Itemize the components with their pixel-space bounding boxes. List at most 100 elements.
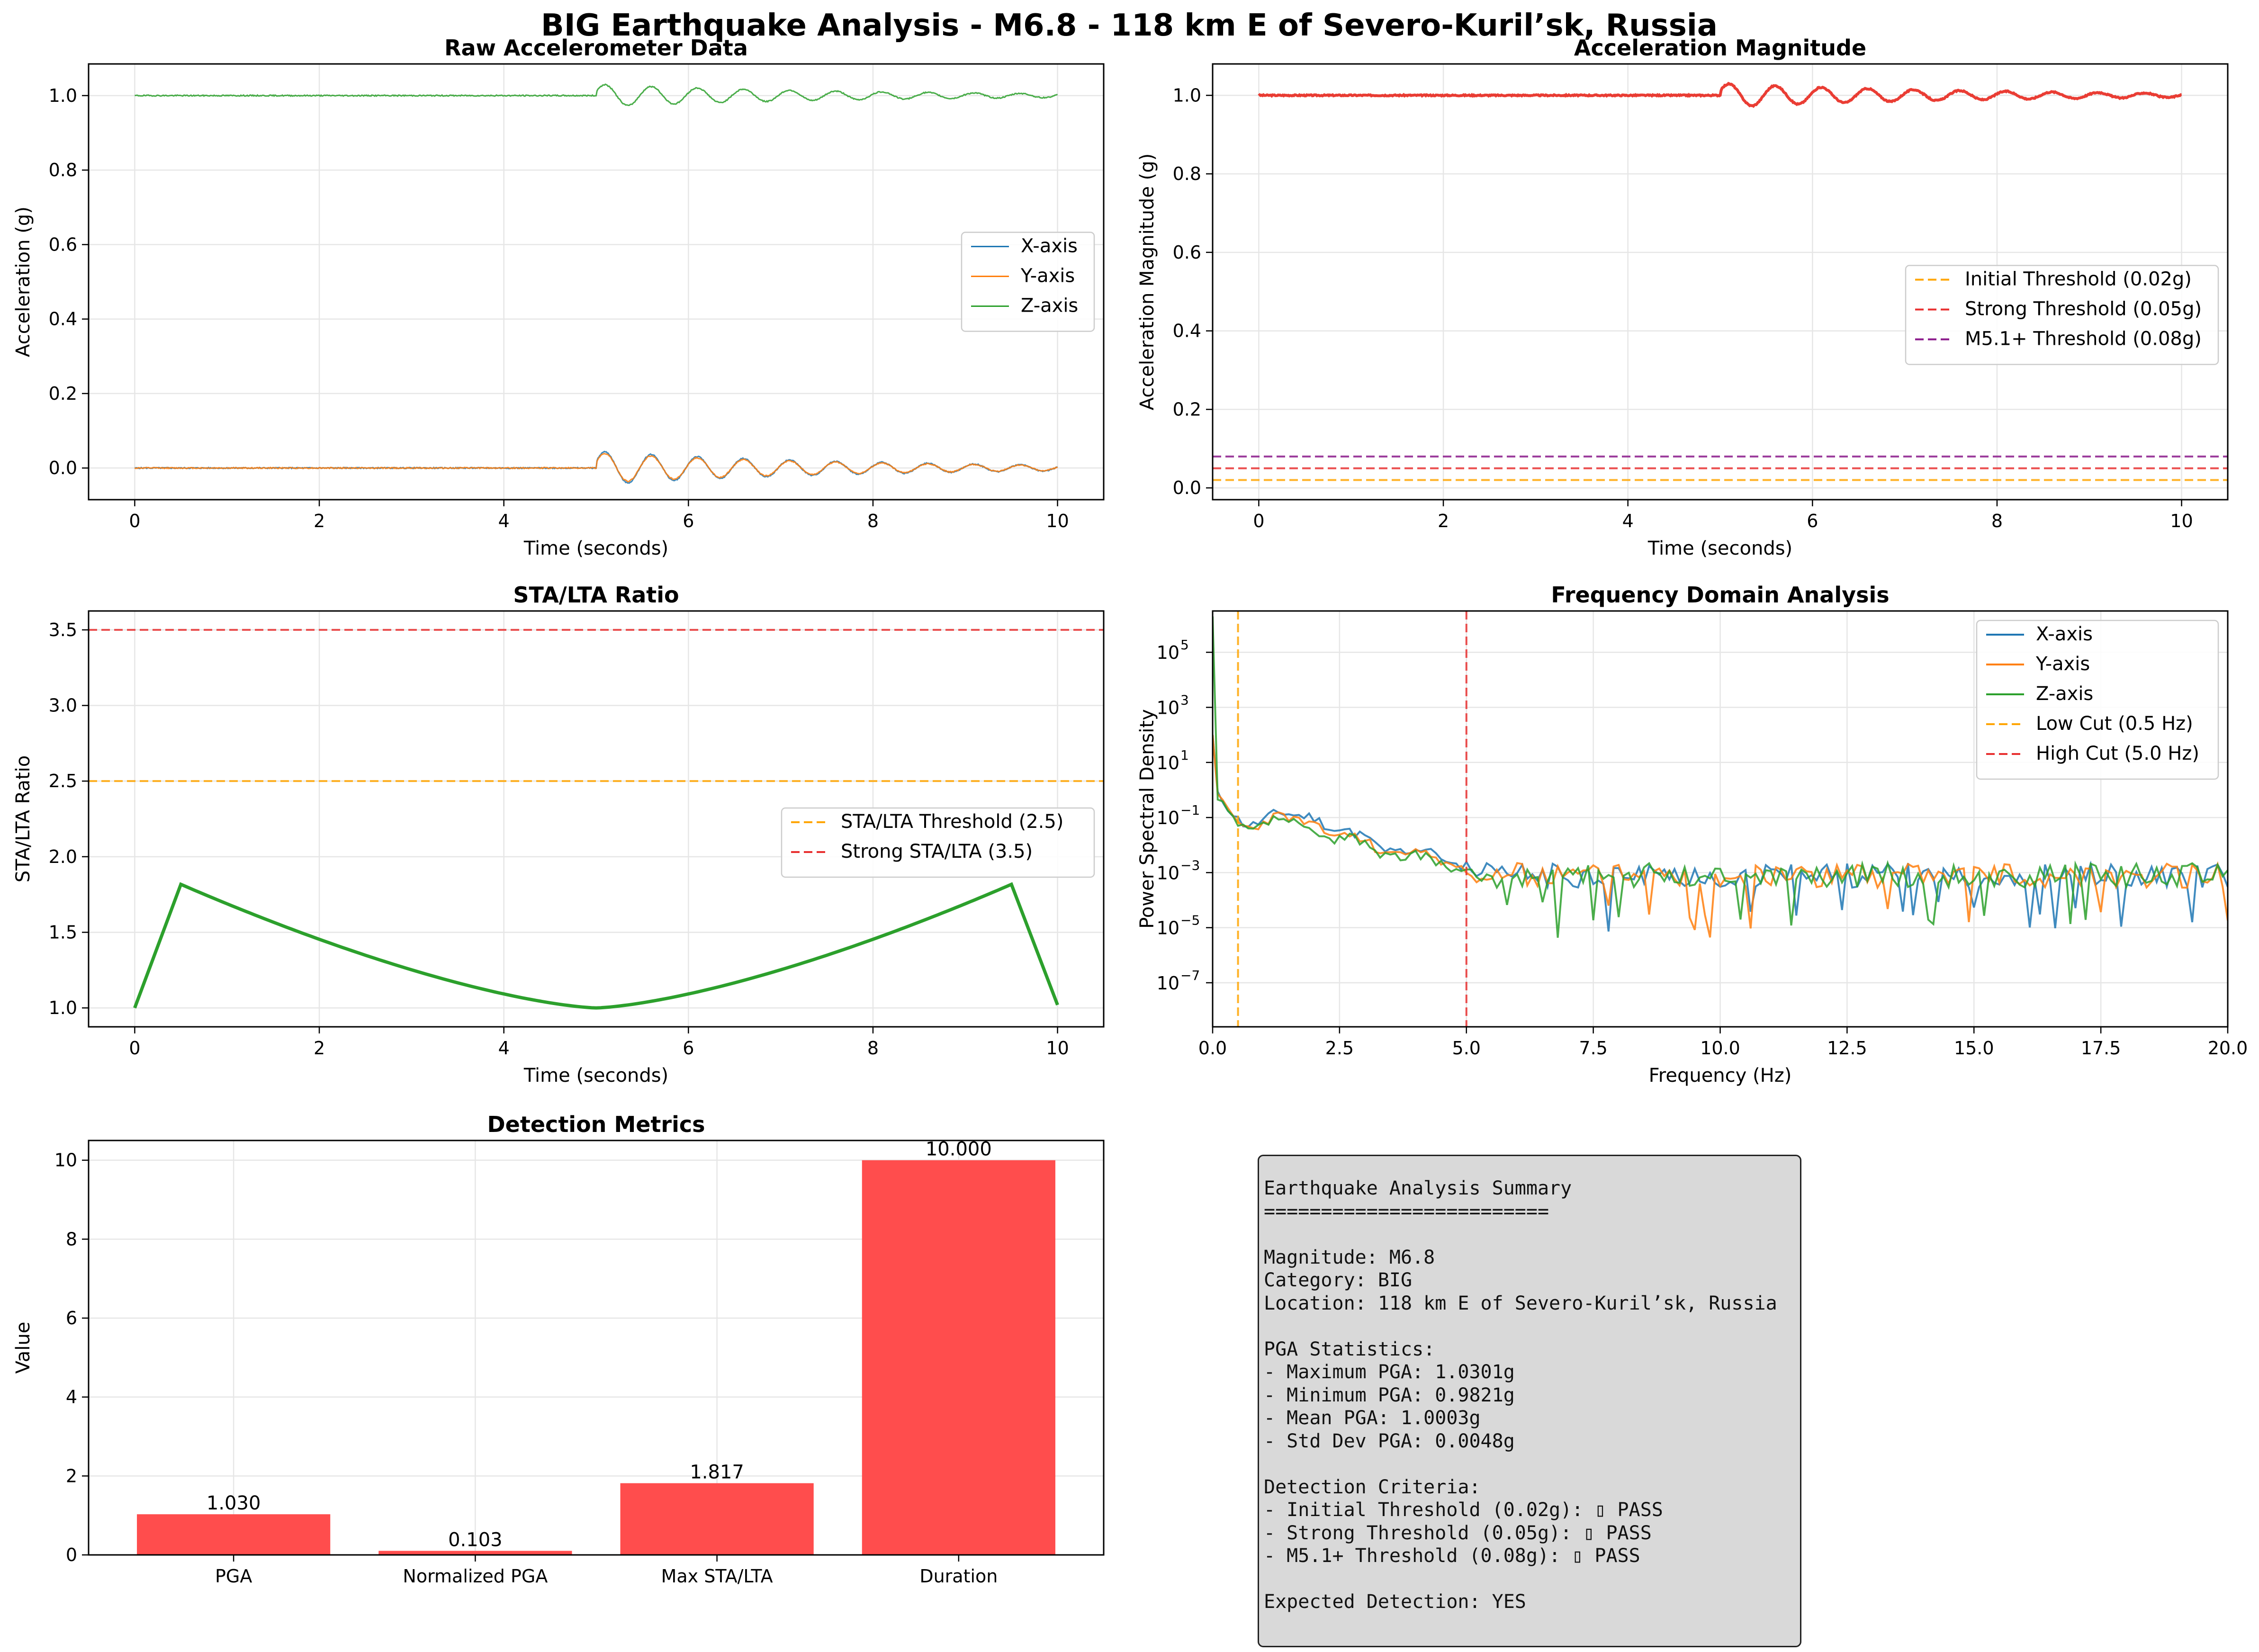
bar-value-label: 0.103	[448, 1529, 503, 1551]
summary-line: - Initial Threshold (0.02g): ▯ PASS	[1264, 1499, 1663, 1521]
y-tick-label: 0.4	[49, 309, 77, 330]
plot-frame	[88, 1140, 1105, 1556]
summary-line: - Strong Threshold (0.05g): ▯ PASS	[1264, 1522, 1652, 1544]
legend-entry: Strong Threshold (0.05g)	[1965, 298, 2202, 320]
y-tick-label: 3.0	[49, 695, 77, 716]
x-tick-label: 8	[867, 1038, 879, 1059]
legend-entry: Initial Threshold (0.02g)	[1965, 269, 2192, 290]
legend-entry: Strong STA/LTA (3.5)	[841, 841, 1033, 862]
x-tick-label: 0.0	[1198, 1038, 1227, 1059]
legend-entry: High Cut (5.0 Hz)	[2036, 743, 2199, 764]
legend-entry: Z-axis	[2036, 683, 2093, 705]
y-tick-label: 1.5	[49, 922, 77, 943]
y-axis-label: STA/LTA Ratio	[12, 755, 34, 882]
legend-entry: Y-axis	[1020, 265, 1075, 287]
y-axis-label: Acceleration Magnitude (g)	[1136, 153, 1158, 411]
summary-line	[1264, 1223, 1800, 1246]
x-tick-label: 7.5	[1579, 1038, 1607, 1059]
y-tick-exponent: −1	[1180, 802, 1200, 818]
sta-lta-line	[133, 882, 1059, 1010]
x-tick-label: 6	[1807, 511, 1818, 531]
plot-area	[1213, 81, 2228, 481]
bar-value-label: 1.030	[207, 1492, 261, 1514]
psd-line-z-axis	[1213, 616, 2228, 938]
chart-title: Acceleration Magnitude	[1574, 35, 1866, 61]
summary-line: Expected Detection: YES	[1264, 1591, 1526, 1613]
chart-acceleration-magnitude: Acceleration Magnitude Time (seconds) Acce…	[1136, 35, 2229, 559]
y-tick-exponent: −3	[1180, 857, 1200, 873]
plot-area	[134, 83, 1058, 484]
series-line-y-axis	[134, 453, 1058, 483]
legend-entry: Low Cut (0.5 Hz)	[2036, 713, 2193, 735]
bar-duration	[862, 1160, 1055, 1555]
y-tick-label: 3.5	[49, 620, 77, 640]
chart-title: Frequency Domain Analysis	[1551, 582, 1889, 608]
summary-line: PGA Statistics:	[1264, 1338, 1435, 1360]
x-tick-label: 0	[1253, 511, 1264, 531]
summary-line: Location: 118 km E of Severo-Kuril’sk, R…	[1264, 1292, 1777, 1314]
y-tick-label: 2	[66, 1465, 77, 1486]
x-tick-label: 2.5	[1325, 1038, 1354, 1059]
x-tick-label: 10	[2170, 511, 2193, 531]
y-tick-label: 1.0	[49, 997, 77, 1018]
y-tick-label: 10	[1157, 973, 1179, 994]
y-tick-exponent: 5	[1180, 637, 1189, 653]
y-tick-label: 2.5	[49, 771, 77, 791]
y-tick-label: 0.0	[49, 458, 77, 478]
summary-line: - M5.1+ Threshold (0.08g): ▯ PASS	[1264, 1545, 1640, 1567]
x-axis-label: Frequency (Hz)	[1649, 1065, 1792, 1086]
y-tick-label: 10	[1157, 642, 1179, 663]
legend-entry: X-axis	[1021, 235, 1078, 257]
x-tick-label: 8	[867, 511, 879, 531]
y-tick-label: 10	[1157, 698, 1179, 718]
bar-max-sta-lta	[620, 1483, 814, 1555]
magnitude-line	[1258, 81, 2182, 108]
legend-entry: M5.1+ Threshold (0.08g)	[1965, 328, 2202, 350]
y-tick-label: 0.2	[1173, 399, 1201, 420]
summary-line: - Maximum PGA: 1.0301g	[1264, 1361, 1515, 1383]
x-axis-label: Time (seconds)	[523, 538, 668, 559]
x-tick-label: 12.5	[1827, 1038, 1867, 1059]
plot-frame	[88, 63, 1105, 501]
y-tick-label: 10	[54, 1150, 77, 1171]
y-tick-label: 10	[1157, 753, 1179, 773]
chart-title: STA/LTA Ratio	[513, 582, 679, 608]
bar-pga	[137, 1514, 331, 1555]
summary-line: Category: BIG	[1264, 1269, 1413, 1291]
y-axis-label: Power Spectral Density	[1136, 709, 1158, 929]
legend-frame	[781, 807, 1095, 878]
y-tick-label: 0.8	[49, 160, 77, 180]
x-tick-label: 4	[498, 1038, 510, 1059]
chart-title: Raw Accelerometer Data	[444, 35, 748, 61]
y-tick-label: 0.6	[1173, 242, 1201, 263]
summary-line	[1264, 1315, 1800, 1338]
y-tick-exponent: 3	[1180, 692, 1189, 708]
summary-box: Earthquake Analysis Summary =============…	[1258, 1155, 1801, 1647]
x-tick-label: 5.0	[1452, 1038, 1481, 1059]
y-tick-exponent: 1	[1180, 747, 1189, 763]
series-line-z-axis	[135, 83, 1058, 107]
x-tick-label: 10	[1046, 511, 1069, 531]
summary-line	[1264, 1568, 1800, 1591]
bar-category-label: Duration	[919, 1566, 998, 1587]
y-tick-label: 6	[66, 1308, 77, 1329]
chart-raw-accelerometer: Raw Accelerometer Data Time (seconds) Acce…	[12, 35, 1105, 559]
plot-area	[1213, 611, 2228, 1027]
summary-line: =========================	[1264, 1200, 1549, 1222]
y-tick-label: 0.4	[1173, 321, 1201, 341]
figure-suptitle: BIG Earthquake Analysis - M6.8 - 118 km …	[541, 8, 1718, 43]
summary-line: Magnitude: M6.8	[1264, 1246, 1435, 1268]
y-tick-label: 1.0	[1173, 85, 1201, 106]
psd-line-y-axis	[1213, 735, 2228, 938]
summary-line: - Minimum PGA: 0.9821g	[1264, 1384, 1515, 1406]
x-tick-label: 2	[314, 511, 325, 531]
summary-line	[1264, 1453, 1800, 1476]
x-tick-label: 10	[1046, 1038, 1069, 1059]
legend-entry: Z-axis	[1021, 295, 1078, 317]
y-tick-label: 10	[1157, 918, 1179, 939]
y-tick-label: 0.0	[1173, 477, 1201, 498]
x-tick-label: 4	[1622, 511, 1634, 531]
chart-frequency-domain: Frequency Domain Analysis Frequency (Hz) P…	[1136, 582, 2248, 1086]
y-tick-label: 10	[1157, 808, 1179, 828]
